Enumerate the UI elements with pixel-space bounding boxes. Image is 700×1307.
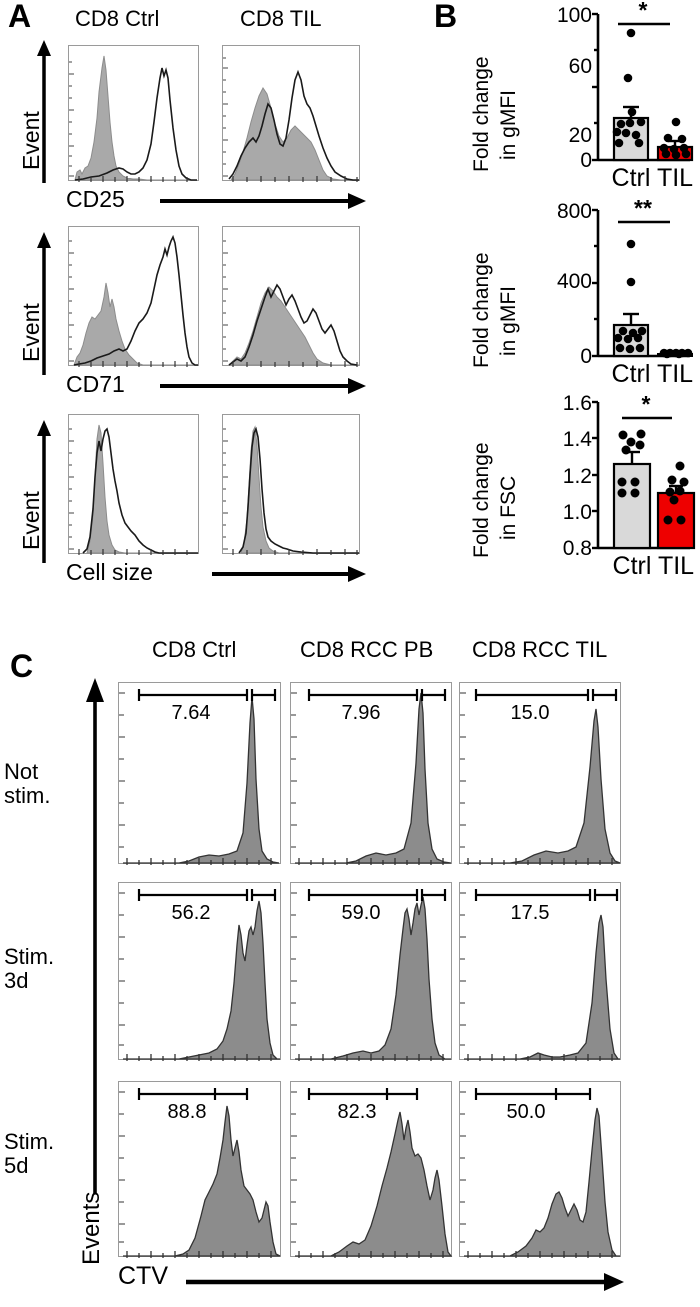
- panel-c-yaxis-label: Events: [78, 1191, 105, 1265]
- panel-a-histogram-cellsize-ctrl: [68, 414, 199, 555]
- panel-b-chart1-ytick-20: 20: [569, 124, 592, 147]
- panel-b-chart2-ytick-400: 400: [557, 270, 592, 293]
- panel-a-row2-yaxis-label: Event: [18, 303, 44, 362]
- panel-c-plot-r2c2: 59.0: [290, 882, 452, 1061]
- panel-a-column-header-til: CD8 TIL: [240, 6, 322, 31]
- panel-a-row3-xaxis-arrow: [212, 563, 368, 585]
- panel-b-chart1-ylabel-line1: Fold change: [470, 56, 493, 172]
- panel-c-gate-value-r1c1: 7.64: [172, 702, 211, 724]
- panel-a-histogram-cd71-til: [222, 226, 360, 367]
- panel-a-row3-yaxis: [20, 418, 68, 566]
- panel-a-histogram-cd25-ctrl: [68, 45, 199, 182]
- panel-b-chart3-ctrl-points: [617, 429, 646, 498]
- panel-a-row2-yaxis: [20, 230, 68, 378]
- panel-a-row3-yaxis-label: Event: [18, 491, 44, 550]
- panel-c-gate-value-r1c3: 15.0: [511, 702, 550, 724]
- panel-c-gate-value-r2c2: 59.0: [342, 902, 381, 924]
- panel-c-row-label-stim-5d: Stim. 5d Stim.5d: [4, 1129, 55, 1178]
- panel-a-letter: A: [8, 0, 32, 34]
- panel-b-chart1-ctrl-points: [612, 28, 646, 148]
- panel-a-row2-xaxis-arrow: [160, 375, 368, 397]
- panel-a-histogram-cd71-ctrl: [68, 226, 199, 367]
- panel-a-row3-xaxis-label: Cell size: [66, 559, 153, 585]
- panel-c-xaxis-label: CTV: [118, 1262, 168, 1290]
- panel-b-chart2-xtick-ctrl: Ctrl: [612, 360, 651, 388]
- panel-b-chart3-ytick-1.6: 1.6: [563, 392, 592, 415]
- panel-a-histogram-cellsize-til: [222, 414, 360, 555]
- panel-b-chart1: 100 60 20 0 *: [518, 0, 700, 192]
- panel-a-row1-xaxis-arrow: [160, 190, 368, 212]
- panel-c-gate-value-r2c1: 56.2: [172, 902, 211, 924]
- panel-c-column-header-ctrl: CD8 Ctrl: [152, 637, 237, 662]
- panel-b-chart3-ytick-1.2: 1.2: [563, 465, 592, 488]
- panel-b-chart1-significance: *: [639, 0, 648, 23]
- panel-c-gate-value-r3c3: 50.0: [507, 1101, 546, 1123]
- panel-a-histogram-cd25-til: [222, 45, 360, 182]
- panel-c-column-header-pb: CD8 RCC PB: [300, 637, 434, 662]
- panel-a-row1-yaxis: [20, 38, 68, 186]
- panel-a-row1-xaxis-label: CD25: [66, 186, 125, 212]
- panel-c-xaxis-arrow: [186, 1270, 626, 1294]
- panel-b-chart2-ytick-0: 0: [580, 345, 592, 368]
- panel-b-chart2: 800 400 0 **: [518, 195, 700, 388]
- panel-a-row1-yaxis-label: Event: [18, 111, 44, 170]
- panel-b-chart3-xtick-til: TIL: [658, 552, 694, 580]
- panel-c-plot-r3c2: 82.3: [290, 1081, 453, 1258]
- panel-c-plot-r1c3: 15.0: [459, 682, 621, 865]
- panel-b-chart2-ylabel-line1: Fold change: [470, 252, 493, 368]
- panel-c-plot-r1c2: 7.96: [290, 682, 452, 865]
- panel-b-chart3-ylabel-line1: Fold change: [470, 442, 493, 558]
- panel-c-plot-r2c3: 17.5: [459, 882, 621, 1061]
- panel-a-column-header-ctrl: CD8 Ctrl: [75, 6, 160, 31]
- panel-b-chart2-ytick-800: 800: [557, 200, 592, 223]
- panel-b-chart2-til-points: [659, 348, 693, 359]
- panel-b-chart3-significance: *: [642, 391, 651, 417]
- panel-b-chart3-til-points: [663, 461, 689, 525]
- panel-c-row-label-stim-3d: Stim. 3d Stim.3d: [4, 944, 55, 993]
- panel-c-gate-value-r2c3: 17.5: [511, 902, 550, 924]
- panel-b-chart3-ytick-1.0: 1.0: [563, 501, 592, 524]
- panel-b-chart1-ytick-100: 100: [557, 4, 592, 27]
- panel-b-chart1-xtick-ctrl: Ctrl: [612, 164, 651, 192]
- panel-c-gate-value-r3c2: 82.3: [338, 1101, 377, 1123]
- panel-b-chart1-ytick-60: 60: [569, 55, 592, 78]
- panel-c-plot-r2c1: 56.2: [118, 882, 281, 1061]
- panel-b-chart1-ytick-0: 0: [580, 149, 592, 172]
- panel-b-chart1-til-points: [659, 117, 691, 160]
- panel-b-chart3-xtick-ctrl: Ctrl: [613, 552, 652, 580]
- panel-c-gate-value-r3c1: 88.8: [168, 1101, 207, 1123]
- panel-c-gate-value-r1c2: 7.96: [342, 702, 381, 724]
- panel-c-events-arrow: [78, 676, 112, 1196]
- panel-b-chart2-ctrl-points: [613, 239, 647, 354]
- panel-b-chart3-ytick-0.8: 0.8: [563, 537, 592, 560]
- panel-b-chart2-xtick-til: TIL: [657, 360, 693, 388]
- panel-c-column-header-til: CD8 RCC TIL: [472, 637, 608, 662]
- panel-b-letter: B: [434, 0, 458, 34]
- panel-b-chart3-ytick-1.4: 1.4: [563, 428, 593, 451]
- panel-b-chart3: 1.6 1.4 1.2 1.0 0.8 *: [518, 390, 700, 580]
- panel-b-chart1-xtick-til: TIL: [657, 164, 693, 192]
- panel-b-chart2-significance: **: [634, 195, 652, 221]
- panel-a-row2-xaxis-label: CD71: [66, 371, 125, 397]
- panel-c-plot-r3c1: 88.8: [118, 1081, 281, 1258]
- panel-c-plot-r3c3: 50.0: [459, 1081, 621, 1258]
- panel-c-letter: C: [10, 648, 34, 684]
- panel-c-plot-r1c1: 7.64: [118, 682, 281, 865]
